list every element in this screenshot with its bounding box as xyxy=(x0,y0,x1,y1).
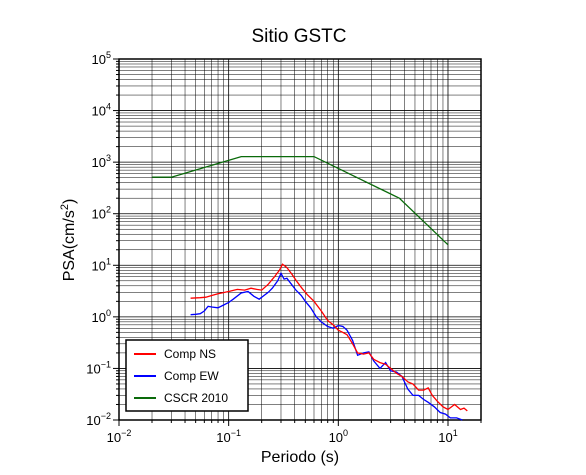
series-line-2 xyxy=(190,271,463,421)
x-tick-label: 100 xyxy=(329,428,348,445)
y-axis-title: PSA(cm/s2) xyxy=(59,199,78,282)
y-tick-label: 102 xyxy=(92,205,111,222)
y-tick-label: 100 xyxy=(92,308,111,325)
legend-label: CSCR 2010 xyxy=(164,391,228,405)
y-tick-label: 105 xyxy=(92,50,111,67)
y-tick-label: 10−2 xyxy=(86,411,111,428)
x-tick-label: 10−2 xyxy=(107,428,132,445)
legend-label: Comp EW xyxy=(164,369,219,383)
x-tick-label: 10−1 xyxy=(216,428,241,445)
plot-frame xyxy=(118,58,482,421)
x-axis-title: Periodo (s) xyxy=(261,449,339,466)
y-tick-label: 10−1 xyxy=(86,359,111,376)
y-tick-label: 101 xyxy=(92,256,111,273)
chart-title: Sitio GSTC xyxy=(251,26,346,47)
legend: Comp NS Comp EW CSCR 2010 xyxy=(125,339,249,412)
x-tick-label: 101 xyxy=(438,428,457,445)
grid xyxy=(118,58,482,421)
legend-label: Comp NS xyxy=(164,347,216,361)
series-line-3 xyxy=(152,155,449,246)
series-lines xyxy=(152,155,468,421)
series-line-1 xyxy=(190,263,468,412)
y-tick-label: 103 xyxy=(92,153,111,170)
axis-ticks: 10−2 10−1 100 101 10−2 10−1 100 101 102 103 104 105 xyxy=(86,50,482,445)
y-tick-label: 104 xyxy=(92,102,111,119)
